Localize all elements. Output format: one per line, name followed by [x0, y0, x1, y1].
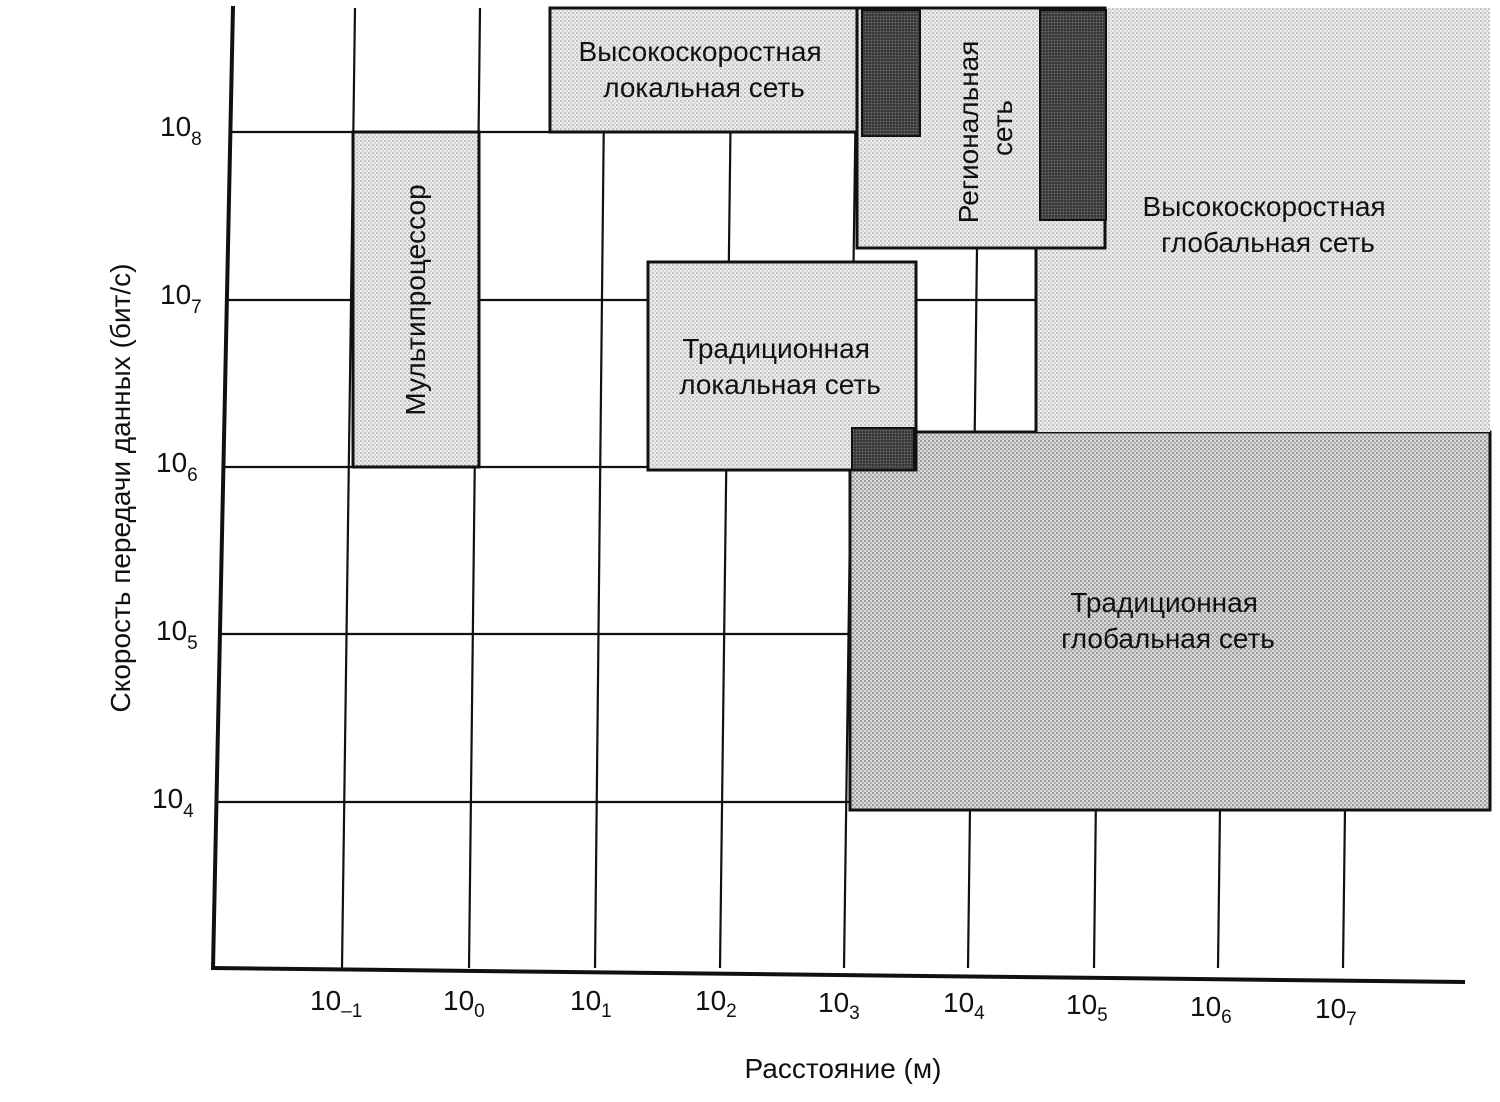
- x-tick-label: 10–1: [310, 985, 362, 1022]
- lan-wan-overlap: [851, 427, 915, 471]
- x-axis-title: Расстояние (м): [745, 1053, 942, 1084]
- y-axis-title: Скорость передачи данных (бит/с): [105, 264, 136, 713]
- grid-v-3: [593, 7, 607, 969]
- y-tick-label: 104: [152, 783, 194, 822]
- region-hs-lan: [548, 6, 859, 134]
- region-label-hs-lan: Высокоскоростная локальная сеть: [579, 36, 830, 103]
- x-tick-label: 106: [1190, 991, 1232, 1028]
- x-tick-label: 107: [1315, 993, 1357, 1030]
- region-label-trad-wan: Традиционная глобальная сеть: [1061, 587, 1275, 654]
- x-axis: [210, 966, 1466, 984]
- y-tick-label: 108: [160, 111, 202, 150]
- region-label-regional: Региональная сеть: [953, 33, 1018, 223]
- y-tick-label: 106: [156, 447, 198, 486]
- region-trad-lan: [646, 260, 918, 472]
- x-tick-label: 100: [443, 985, 485, 1022]
- x-tick-label: 102: [695, 985, 737, 1022]
- region-trad-wan: [848, 430, 1492, 812]
- x-tick-label: 103: [818, 987, 860, 1024]
- y-tick-label: 105: [156, 615, 198, 654]
- x-tick-label: 105: [1066, 989, 1108, 1026]
- region-regional: [855, 6, 1107, 250]
- x-tick-label: 104: [943, 987, 985, 1024]
- y-tick-labels: 108 107 106 105 104: [152, 111, 202, 822]
- region-multiprocessor: [351, 130, 481, 469]
- region-label-multiprocessor: Мультипроцессор: [400, 184, 431, 415]
- region-hs-wan: [1034, 8, 1490, 432]
- grid-v-4: [718, 7, 734, 969]
- region-label-trad-lan: Традиционная локальная сеть: [679, 333, 881, 400]
- x-tick-label: 101: [570, 985, 612, 1022]
- axes: [210, 5, 1466, 984]
- y-axis: [211, 5, 235, 969]
- regional-dark-left: [861, 9, 921, 137]
- y-tick-label: 107: [160, 279, 202, 318]
- x-tick-labels: 10–1 100 101 102 103 104 105 106 107: [310, 985, 1357, 1030]
- region-label-hs-wan: Высокоскоростная глобальная сеть: [1143, 191, 1394, 258]
- regional-dark-right: [1039, 9, 1107, 221]
